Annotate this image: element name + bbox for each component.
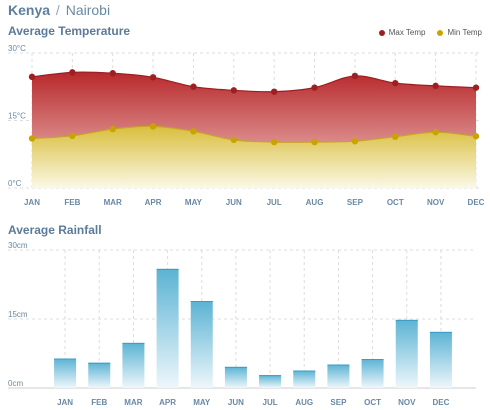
legend-label-min: Min Temp [447,28,482,37]
temp-x-tick-label: APR [145,198,162,207]
temperature-chart-title: Average Temperature [8,24,131,38]
temp-x-tick-label: JUN [226,198,242,207]
temp-x-tick-label: NOV [427,198,445,207]
temperature-areas [31,71,477,188]
temp-x-tick-label: AUG [306,198,324,207]
legend-label-max: Max Temp [388,28,426,37]
max-temp-point [109,70,116,77]
max-temp-point [149,74,157,81]
temp-x-tick-label: MAR [104,198,122,207]
max-temp-point [190,83,197,90]
min-temp-line [31,125,477,143]
rainfall-bar [327,364,350,388]
rain-x-tick-label: SEP [330,398,347,407]
min-temp-point [230,136,238,144]
legend-item-min: Min Temp [437,28,482,37]
rainfall-bar [190,301,213,388]
rainfall-bar [54,358,77,388]
max-temp-point [69,69,76,76]
min-temp-point [351,138,359,145]
rainfall-bar [224,366,247,388]
rain-x-tick-label: FEB [91,398,107,407]
min-temp-point [311,138,318,146]
city-name: Nairobi [65,2,111,18]
min-temp-point [190,128,197,135]
rain-y-tick-label: 15cm [8,310,28,319]
country-name: Kenya [8,2,51,18]
min-temp-swatch [437,29,444,36]
min-temp-point [109,125,116,133]
rain-y-tick-label: 0cm [8,379,23,388]
temp-x-tick-label: JUL [267,198,282,207]
min-temp-point [149,123,157,130]
rainfall-axis-ticks: 0cm 15cm 30cm JAN FEB MAR APR MAY JUN JUL AUG SEP OC… [8,241,450,407]
temperature-legend: Max Temp Min Temp [378,28,482,37]
temp-x-tick-label: FEB [64,198,80,207]
max-temp-point [28,73,36,81]
temperature-points [28,69,480,146]
max-temp-line [31,71,477,93]
max-temp-point [472,84,480,91]
rain-x-tick-label: MAR [124,398,142,407]
max-temp-point [351,72,359,80]
rain-x-tick-label: MAY [193,398,211,407]
max-temp-point [432,82,439,90]
max-temp-point [311,84,318,91]
temp-x-tick-label: SEP [347,198,364,207]
rain-y-tick-label: 30cm [8,241,28,250]
location-header: Kenya / Nairobi [8,2,110,18]
temp-x-tick-label: OCT [387,198,404,207]
rain-x-tick-label: JAN [57,398,73,407]
min-temp-point [69,132,76,139]
rainfall-bar [88,362,111,388]
rainfall-bar [361,359,384,388]
rain-x-tick-label: JUN [228,398,244,407]
min-temp-point [28,135,36,142]
rain-x-tick-label: NOV [398,398,416,407]
rainfall-chart-title: Average Rainfall [8,223,102,237]
max-temp-point [392,79,399,87]
legend-item-max: Max Temp [378,28,426,37]
rainfall-bars [54,268,452,388]
rainfall-bar [429,331,452,388]
temp-y-tick-label: 30°C [8,44,26,53]
rainfall-bar [395,319,418,388]
rain-x-tick-label: OCT [364,398,381,407]
max-temp-swatch [378,29,385,36]
min-temp-point [432,129,439,136]
temp-y-tick-label: 0°C [8,179,22,188]
rain-x-tick-label: APR [159,398,176,407]
rainfall-bar [156,268,179,388]
temperature-axis-ticks: 0°C 15°C 30°C JAN FEB MAR APR MAY JUN JUL AUG SEP OC… [8,44,485,207]
min-temp-point [270,138,278,146]
rain-x-tick-label: JUL [263,398,278,407]
rain-x-tick-label: AUG [295,398,313,407]
location-separator: / [55,2,60,18]
min-temp-area [32,126,476,188]
min-temp-point [392,133,399,140]
temp-x-tick-label: MAY [185,198,203,207]
rainfall-bar [293,370,316,388]
rainfall-bar [122,342,145,388]
rainfall-bar [259,375,282,388]
min-temp-point [472,133,480,140]
temp-x-tick-label: DEC [468,198,485,207]
rain-x-tick-label: DEC [432,398,449,407]
max-temp-point [270,88,278,95]
max-temp-point [230,87,238,94]
temp-y-tick-label: 15°C [8,112,26,121]
temp-x-tick-label: JAN [24,198,40,207]
